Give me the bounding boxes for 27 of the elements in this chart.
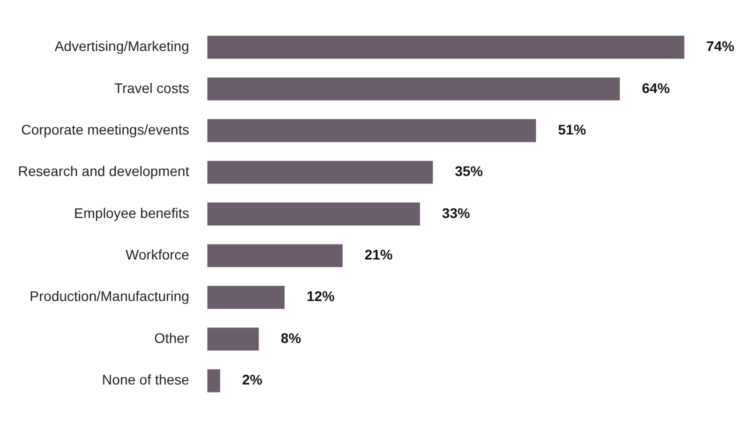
y-tick-label: Research and development: [18, 163, 190, 180]
y-tick-label: Other: [154, 330, 190, 346]
y-tick-label: None of these: [102, 372, 190, 388]
y-tick-label: Travel costs: [114, 80, 190, 96]
y-tick-label: Advertising/Marketing: [54, 38, 190, 54]
bar: [207, 244, 343, 268]
y-tick-label: Employee benefits: [74, 204, 190, 221]
data-label: 74%: [706, 38, 735, 54]
bar: [207, 328, 259, 351]
data-label: 21%: [364, 246, 394, 263]
bar: [207, 36, 684, 59]
data-label: 12%: [306, 288, 336, 304]
bar: [207, 160, 433, 184]
y-tick-label: Workforce: [126, 246, 190, 263]
bar: [207, 286, 285, 309]
data-label: 35%: [454, 163, 484, 180]
bar: [207, 119, 536, 142]
data-label: 33%: [442, 204, 471, 221]
y-tick-label: Corporate meetings/events: [21, 121, 190, 138]
bar: [207, 369, 220, 392]
data-label: 64%: [642, 80, 670, 96]
y-tick-label: Production/Manufacturing: [30, 288, 190, 304]
bar: [207, 77, 620, 100]
bar: [207, 202, 420, 226]
data-label: 51%: [558, 121, 587, 138]
data-label: 2%: [242, 372, 263, 388]
data-label: 8%: [280, 330, 302, 346]
